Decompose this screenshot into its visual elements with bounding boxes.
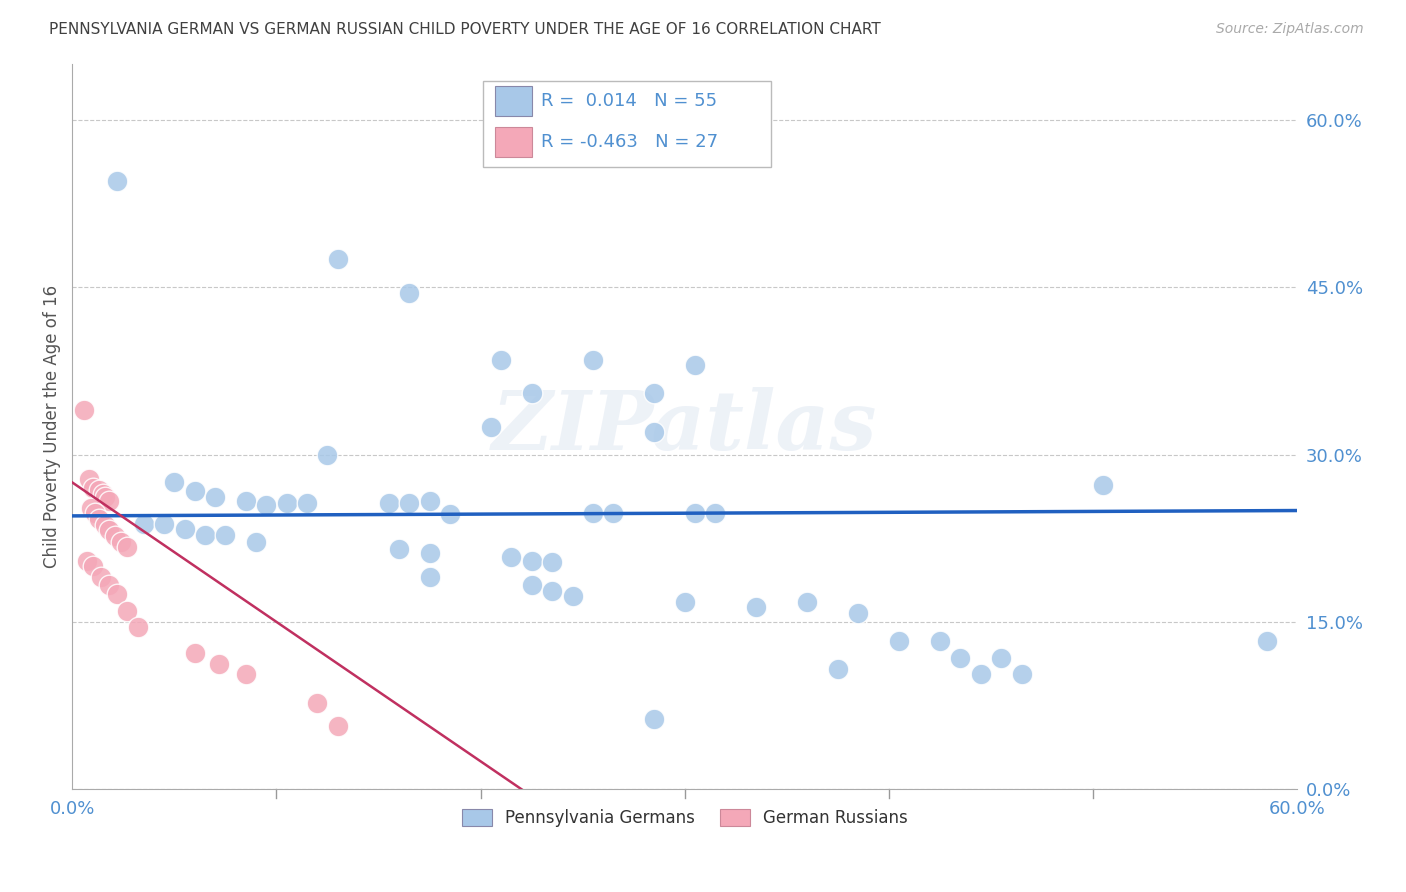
Point — [398, 285, 420, 300]
Y-axis label: Child Poverty Under the Age of 16: Child Poverty Under the Age of 16 — [44, 285, 60, 568]
Point — [683, 506, 706, 520]
Point — [673, 595, 696, 609]
Point — [489, 352, 512, 367]
Point — [582, 506, 605, 520]
Point — [82, 481, 104, 495]
Text: Source: ZipAtlas.com: Source: ZipAtlas.com — [1216, 22, 1364, 37]
Point — [245, 534, 267, 549]
Point — [582, 352, 605, 367]
Text: ZIPatlas: ZIPatlas — [492, 386, 877, 467]
FancyBboxPatch shape — [482, 81, 770, 167]
Point — [295, 495, 318, 509]
Point — [520, 578, 543, 592]
Point — [388, 542, 411, 557]
Point — [827, 662, 849, 676]
Point — [1256, 633, 1278, 648]
Point — [105, 587, 128, 601]
Point — [501, 550, 523, 565]
Point — [949, 650, 972, 665]
Point — [94, 490, 117, 504]
Point — [163, 475, 186, 490]
Point — [83, 506, 105, 520]
Point — [98, 494, 121, 508]
Point — [214, 528, 236, 542]
Point — [419, 494, 441, 508]
Point — [541, 583, 564, 598]
Point — [602, 506, 624, 520]
Point — [561, 589, 583, 603]
Point — [208, 657, 231, 672]
Point — [970, 667, 993, 681]
Point — [105, 174, 128, 188]
Point — [990, 650, 1012, 665]
Text: R = -0.463   N = 27: R = -0.463 N = 27 — [541, 133, 718, 151]
Point — [643, 712, 665, 726]
Point — [848, 606, 870, 620]
Point — [316, 448, 339, 462]
Bar — [495, 127, 531, 157]
Point — [194, 528, 217, 542]
Point — [153, 516, 176, 531]
Point — [127, 620, 149, 634]
Point — [235, 494, 257, 508]
Point — [235, 667, 257, 681]
Point — [184, 646, 207, 660]
Point — [87, 483, 110, 498]
Legend: Pennsylvania Germans, German Russians: Pennsylvania Germans, German Russians — [453, 800, 917, 835]
Bar — [495, 86, 531, 116]
Point — [77, 472, 100, 486]
Point — [110, 534, 132, 549]
Point — [184, 484, 207, 499]
Point — [276, 495, 298, 509]
Point — [204, 490, 226, 504]
Text: R =  0.014   N = 55: R = 0.014 N = 55 — [541, 92, 717, 110]
Point — [117, 540, 139, 554]
Point — [307, 696, 329, 710]
Text: PENNSYLVANIA GERMAN VS GERMAN RUSSIAN CHILD POVERTY UNDER THE AGE OF 16 CORRELAT: PENNSYLVANIA GERMAN VS GERMAN RUSSIAN CH… — [49, 22, 882, 37]
Point — [745, 600, 768, 615]
Point — [889, 633, 911, 648]
Point — [90, 570, 112, 584]
Point — [419, 570, 441, 584]
Point — [377, 495, 399, 509]
Point — [326, 718, 349, 732]
Point — [419, 546, 441, 560]
Point — [94, 517, 117, 532]
Point — [87, 512, 110, 526]
Point — [76, 553, 98, 567]
Point — [704, 506, 727, 520]
Point — [326, 252, 349, 267]
Point — [520, 386, 543, 401]
Point — [398, 495, 420, 509]
Point — [479, 419, 502, 434]
Point — [1011, 667, 1033, 681]
Point — [683, 359, 706, 373]
Point — [796, 595, 818, 609]
Point — [82, 559, 104, 574]
Point — [91, 486, 114, 500]
Point — [643, 386, 665, 401]
Point — [173, 522, 195, 536]
Point — [79, 501, 101, 516]
Point — [929, 633, 952, 648]
Point — [98, 578, 121, 592]
Point — [98, 524, 121, 538]
Point — [254, 498, 277, 512]
Point — [1092, 477, 1115, 491]
Point — [439, 507, 461, 521]
Point — [520, 553, 543, 567]
Point — [541, 555, 564, 569]
Point — [643, 425, 665, 440]
Point — [117, 604, 139, 618]
Point — [73, 403, 96, 417]
Point — [132, 516, 155, 531]
Point — [104, 529, 127, 543]
